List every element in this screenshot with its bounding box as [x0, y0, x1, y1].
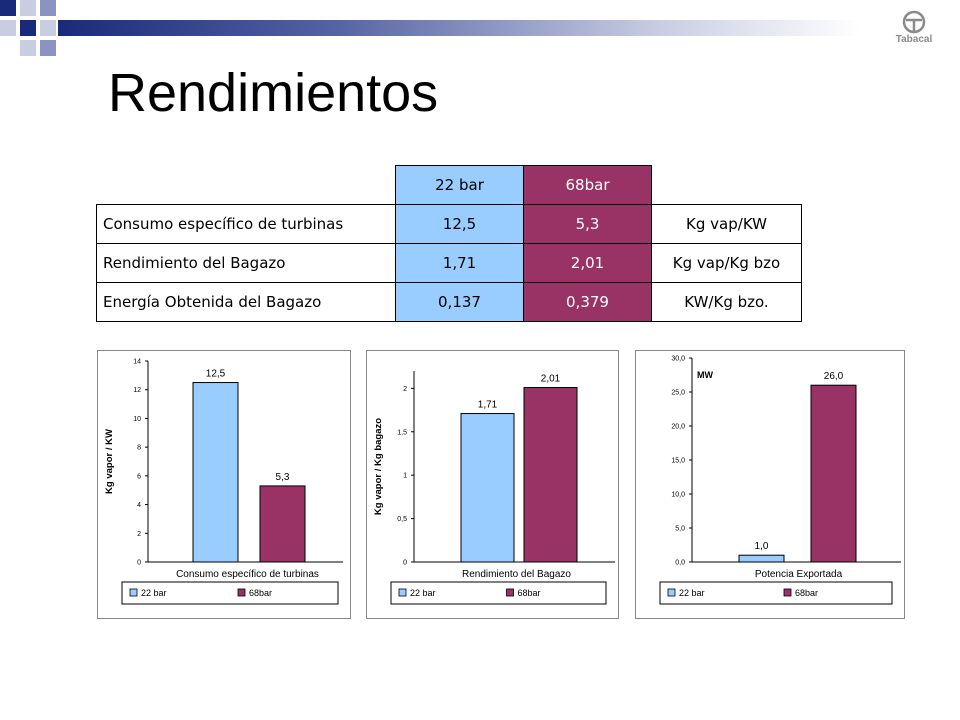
x-axis-label: Consumo específico de turbinas: [176, 569, 319, 580]
data-label: 26,0: [824, 371, 844, 382]
bar-68bar: [523, 386, 578, 563]
table-row: Consumo específico de turbinas 12,5 5,3 …: [96, 204, 802, 244]
y-tick-label: 1,5: [397, 429, 407, 436]
table-header-row: 22 bar 68bar: [97, 165, 802, 205]
y-tick-label: 0: [403, 560, 407, 567]
decor-square: [20, 20, 36, 36]
chart-consumo: 0 2 4 6 8 10 12 14 12,5 5,3 Consumo específico de …: [97, 350, 351, 619]
logo-mark-icon: [902, 10, 926, 34]
legend-swatch-22bar: [667, 588, 676, 597]
x-axis-label: Potencia Exportada: [755, 569, 843, 580]
y-tick-label: 14: [133, 359, 141, 366]
unit-annotation: MW: [697, 370, 713, 380]
data-label: 12,5: [206, 369, 226, 380]
y-tick-label: 8: [137, 445, 141, 452]
slide-title: Rendimientos: [108, 63, 439, 123]
chart-svg: 0 2 4 6 8 10 12 14 12,5 5,3 Consumo específico de …: [104, 359, 343, 605]
value-68bar: 2,01: [523, 243, 652, 283]
legend-box: [659, 581, 893, 605]
y-tick-label: 10: [133, 416, 141, 423]
y-tick-label: 2: [137, 531, 141, 538]
chart-potencia: 0,0 5,0 10,0 15,0 20,0 25,0 30,0 1,0 26,0 Potenci…: [635, 350, 905, 619]
chart-svg: 0,0 5,0 10,0 15,0 20,0 25,0 30,0 1,0 26,0 Potenci…: [659, 356, 901, 605]
slide-header-decoration: [0, 0, 960, 60]
legend-box: [390, 581, 607, 605]
value-22bar: 0,137: [395, 282, 524, 322]
bar-22bar: [192, 382, 239, 563]
legend-swatch-68bar: [783, 588, 792, 597]
bar-22bar: [460, 413, 515, 563]
value-22bar: 1,71: [395, 243, 524, 283]
table-corner-right: [652, 166, 802, 205]
decor-square: [0, 20, 16, 36]
y-tick-label: 12: [133, 387, 141, 394]
legend-label: 22 bar: [679, 588, 705, 598]
chart-rendimiento: 0 0,5 1 1,5 2 1,71 2,01 Rendimiento del Bagazo K…: [366, 350, 619, 619]
data-label: 1,71: [478, 400, 498, 411]
row-unit: KW/Kg bzo.: [651, 282, 802, 322]
legend-label: 22 bar: [141, 588, 167, 598]
legend-label: 68bar: [795, 588, 818, 598]
y-tick-label: 0,5: [397, 516, 407, 523]
legend-swatch-68bar: [506, 588, 514, 597]
decor-square: [0, 0, 16, 16]
legend-label: 22 bar: [410, 588, 436, 598]
decor-square: [40, 40, 56, 56]
comparison-table: 22 bar 68bar Consumo específico de turbi…: [96, 165, 802, 322]
y-tick-label: 25,0: [671, 390, 685, 397]
decor-square: [20, 0, 36, 16]
table-corner: [97, 166, 396, 205]
logo-text: Tabacal: [895, 34, 933, 45]
decor-square: [20, 40, 36, 56]
table-row: Energía Obtenida del Bagazo 0,137 0,379 …: [96, 282, 802, 322]
row-unit: Kg vap/Kg bzo: [651, 243, 802, 283]
y-tick-label: 2: [403, 386, 407, 393]
value-22bar: 12,5: [395, 204, 524, 244]
header-gradient-bar: [58, 20, 860, 36]
legend-swatch-68bar: [237, 588, 246, 597]
data-label: 2,01: [541, 373, 561, 384]
row-label: Consumo específico de turbinas: [96, 204, 396, 244]
y-tick-label: 0,0: [675, 560, 685, 567]
legend-label: 68bar: [249, 588, 272, 598]
decor-square: [40, 0, 56, 16]
x-axis-label: Rendimiento del Bagazo: [462, 569, 571, 580]
data-label: 1,0: [755, 541, 769, 552]
y-tick-label: 5,0: [675, 526, 685, 533]
y-axis-label: Kg vapor / KW: [104, 429, 115, 494]
header-22bar: 22 bar: [395, 165, 524, 205]
y-tick-label: 0: [137, 560, 141, 567]
bar-68bar: [259, 485, 306, 563]
legend-label: 68bar: [518, 588, 541, 598]
row-label: Rendimiento del Bagazo: [96, 243, 396, 283]
y-axis-label: Kg vapor / Kg bagazo: [373, 418, 384, 515]
y-tick-label: 30,0: [671, 356, 685, 363]
data-label: 5,3: [276, 472, 290, 483]
legend-swatch-22bar: [398, 588, 407, 597]
value-68bar: 5,3: [523, 204, 652, 244]
y-tick-label: 4: [137, 502, 141, 509]
bar-68bar: [810, 384, 857, 563]
y-tick-label: 1: [403, 473, 407, 480]
tabacal-logo: Tabacal: [884, 10, 944, 50]
chart-svg: 0 0,5 1 1,5 2 1,71 2,01 Rendimiento del Bagazo K…: [373, 371, 615, 605]
legend-box: [121, 581, 339, 605]
y-tick-label: 6: [137, 473, 141, 480]
decor-square: [40, 20, 56, 36]
table-row: Rendimiento del Bagazo 1,71 2,01 Kg vap/…: [96, 243, 802, 283]
row-unit: Kg vap/KW: [651, 204, 802, 244]
value-68bar: 0,379: [523, 282, 652, 322]
bar-22bar: [738, 554, 785, 563]
y-tick-label: 20,0: [671, 424, 685, 431]
y-tick-label: 15,0: [671, 458, 685, 465]
row-label: Energía Obtenida del Bagazo: [96, 282, 396, 322]
y-tick-label: 10,0: [671, 492, 685, 499]
header-68bar: 68bar: [523, 165, 652, 205]
legend-swatch-22bar: [129, 588, 138, 597]
